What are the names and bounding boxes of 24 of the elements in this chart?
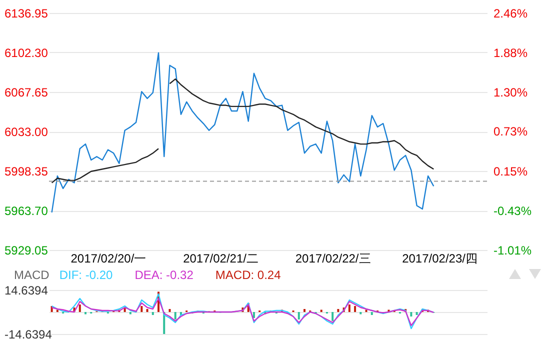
x-tick-label: 2017/02/22/三 — [295, 252, 371, 266]
x-tick-label: 2017/02/23/四 — [402, 252, 478, 266]
y2-tick-label: 0.73% — [494, 124, 528, 139]
series-label: DEA: -0.32 — [134, 268, 194, 282]
y2-tick-label: 0.15% — [494, 164, 528, 178]
y2-tick-label: -1.01% — [494, 244, 532, 258]
y-tick-label: 6102.30 — [4, 46, 48, 60]
y2-tick-label: 1.88% — [494, 46, 528, 60]
y2-tick-label: 1.30% — [494, 86, 528, 100]
y-tick-label: 6136.95 — [4, 6, 48, 20]
y-tick-label: 5998.35 — [4, 164, 48, 178]
y-tick-label: -14.6394 — [4, 328, 52, 341]
chart-title: MACD — [14, 268, 50, 282]
y-tick-label: 5963.70 — [4, 204, 48, 218]
text: DIF: -0.20 — [59, 268, 113, 282]
y-tick-label: 14.6394 — [4, 284, 48, 298]
x-tick-label: 2017/02/21/二 — [183, 252, 258, 266]
y-tick-label: 5929.05 — [4, 244, 48, 258]
y-tick-label: 6067.65 — [4, 86, 48, 100]
x-tick-label: 2017/02/20/一 — [70, 252, 146, 266]
y-tick-label: 6033.00 — [4, 125, 48, 139]
text: MACD: 0.24 — [215, 268, 281, 282]
y2-tick-label: -0.43% — [494, 204, 532, 218]
y2-tick-label: 2.46% — [494, 6, 528, 20]
